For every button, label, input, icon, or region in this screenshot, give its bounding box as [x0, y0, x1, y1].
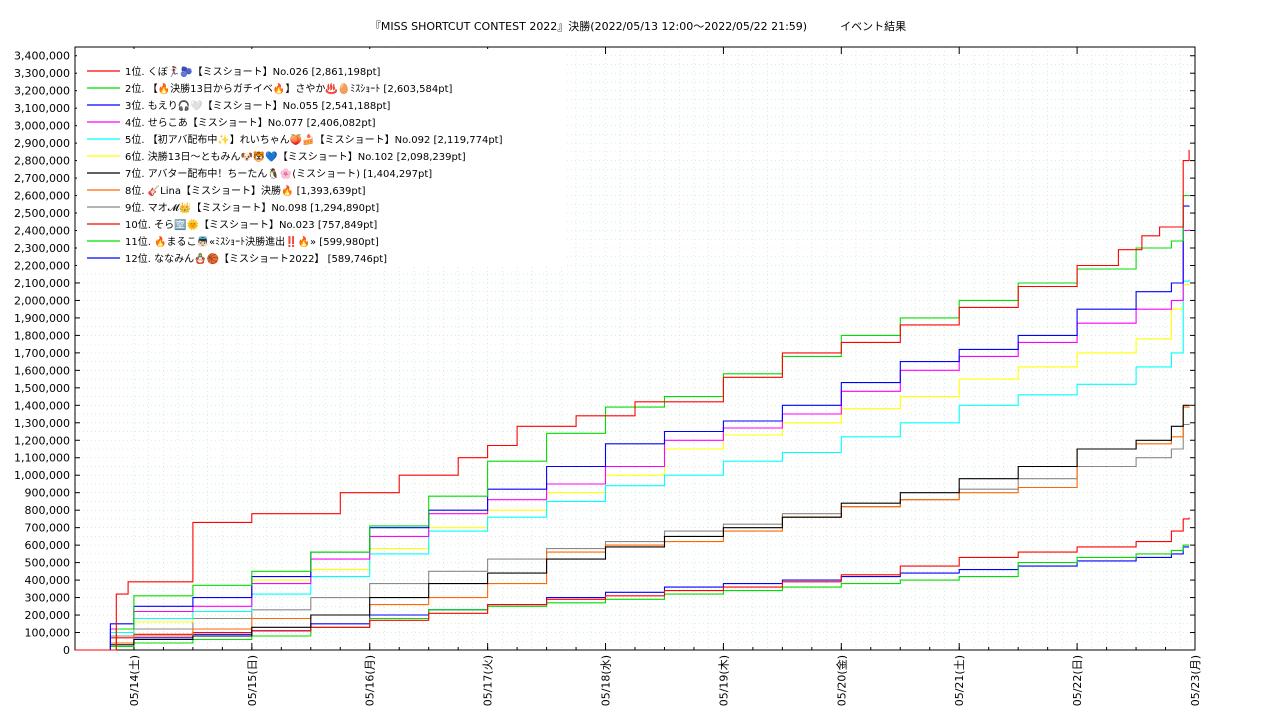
y-tick-label: 900,000: [25, 487, 71, 500]
axis-layer: 0 100,000 200,000 300,000 400,000 500,000 600,…: [14, 46, 1202, 706]
legend: 1位. くぼ🏃‍♀️🫐【ミスショート】No.026 [2,861,198pt] 2…: [77, 49, 567, 266]
series-line-1: [75, 149, 1190, 651]
x-tick-label: 05/21(土): [953, 655, 966, 706]
y-tick-label: 0: [63, 644, 70, 657]
y-tick-label: 300,000: [25, 592, 71, 605]
x-tick-label: 05/20(金): [834, 655, 848, 706]
y-tick-label: 1,900,000: [14, 312, 70, 325]
legend-label: 8位. 🎸Lina【ミスショート】決勝🔥 [1,393,639pt]: [125, 184, 366, 197]
legend-label: 1位. くぼ🏃‍♀️🫐【ミスショート】No.026 [2,861,198pt]: [125, 65, 381, 78]
x-tick-label: 05/18(水): [600, 655, 613, 706]
x-tick-label: 05/17(火): [482, 655, 495, 706]
legend-label: 4位. せらこあ【ミスショート】No.077 [2,406,082pt]: [125, 116, 376, 129]
chart-title: 『MISS SHORTCUT CONTEST 2022』決勝(2022/05/1…: [370, 19, 906, 33]
x-tick-label: 05/23(月): [1189, 655, 1202, 706]
y-tick-label: 1,400,000: [14, 399, 70, 412]
x-tick-label: 05/16(月): [364, 655, 377, 706]
y-tick-label: 2,400,000: [14, 225, 70, 238]
x-tick-label: 05/22(日): [1071, 655, 1084, 706]
y-tick-label: 1,100,000: [14, 452, 70, 465]
y-tick-label: 2,600,000: [14, 190, 70, 203]
y-tick-label: 2,800,000: [14, 155, 70, 168]
grid-layer: [75, 46, 1195, 651]
series-line-3: [75, 205, 1190, 651]
y-tick-label: 400,000: [25, 574, 71, 587]
legend-label: 11位. 🔥まるこ👼🏻«ﾐｽｼｮｰﾄ決勝進出‼️🔥» [599,980pt]: [125, 235, 379, 248]
legend-label: 2位. 【🔥決勝13日からガチイベ🔥】さやか♨️🥚ﾐｽｼｮｰﾄ [2,603,5…: [125, 82, 452, 95]
x-tick-label: 05/14(土): [128, 655, 141, 706]
y-tick-label: 1,600,000: [14, 364, 70, 377]
legend-label: 12位. ななみん🪆🏀【ミスショート2022】 [589,746pt]: [125, 252, 387, 265]
y-tick-label: 100,000: [25, 627, 71, 640]
y-tick-label: 2,300,000: [14, 242, 70, 255]
y-tick-label: 700,000: [25, 522, 71, 535]
legend-background: [77, 49, 567, 266]
series-line-7: [75, 404, 1190, 651]
legend-label: 7位. アバター配布中！ちーたん🐧🌸(ミスショート) [1,404,297pt]: [125, 167, 432, 180]
y-tick-label: 3,000,000: [14, 120, 70, 133]
series-line-2: [75, 194, 1190, 651]
y-tick-label: 3,400,000: [14, 50, 70, 63]
series-line-9: [75, 423, 1190, 651]
y-tick-label: 3,200,000: [14, 85, 70, 98]
y-tick-label: 1,800,000: [14, 329, 70, 342]
series-line-11: [75, 544, 1190, 651]
legend-label: 5位. 【初アバ配布中✨】れいちゃん🍑🍰【ミスショート】No.092 [2,11…: [125, 133, 503, 146]
legend-label: 10位. そら🈳🌞【ミスショート】No.023 [757,849pt]: [125, 218, 377, 231]
series-line-4: [75, 229, 1190, 651]
series-layer: [75, 149, 1190, 651]
legend-label: 9位. マオ𝓜👑【ミスショート】No.098 [1,294,890pt]: [125, 201, 379, 214]
y-tick-label: 2,700,000: [14, 172, 70, 185]
x-tick-label: 05/15(日): [246, 655, 259, 706]
y-tick-label: 1,500,000: [14, 382, 70, 395]
series-line-10: [75, 517, 1190, 651]
x-tick-label: 05/19(木): [717, 655, 730, 706]
y-tick-label: 200,000: [25, 609, 71, 622]
y-tick-label: 1,700,000: [14, 347, 70, 360]
y-tick-label: 3,100,000: [14, 102, 70, 115]
y-tick-label: 3,300,000: [14, 67, 70, 80]
y-tick-label: 2,000,000: [14, 294, 70, 307]
y-tick-label: 1,300,000: [14, 417, 70, 430]
legend-label: 6位. 決勝13日〜ともみん🐶🐯💙【ミスショート】No.102 [2,098,2…: [125, 150, 466, 163]
y-tick-label: 1,200,000: [14, 434, 70, 447]
y-tick-label: 2,500,000: [14, 207, 70, 220]
y-tick-label: 800,000: [25, 504, 71, 517]
y-tick-label: 600,000: [25, 539, 71, 552]
series-line-8: [75, 406, 1190, 651]
y-tick-label: 500,000: [25, 557, 71, 570]
y-tick-label: 2,900,000: [14, 137, 70, 150]
legend-label: 3位. もえり🎧🤍【ミスショート】No.055 [2,541,188pt]: [125, 99, 391, 112]
y-tick-label: 2,100,000: [14, 277, 70, 290]
y-tick-label: 2,200,000: [14, 259, 70, 272]
y-tick-label: 1,000,000: [14, 469, 70, 482]
